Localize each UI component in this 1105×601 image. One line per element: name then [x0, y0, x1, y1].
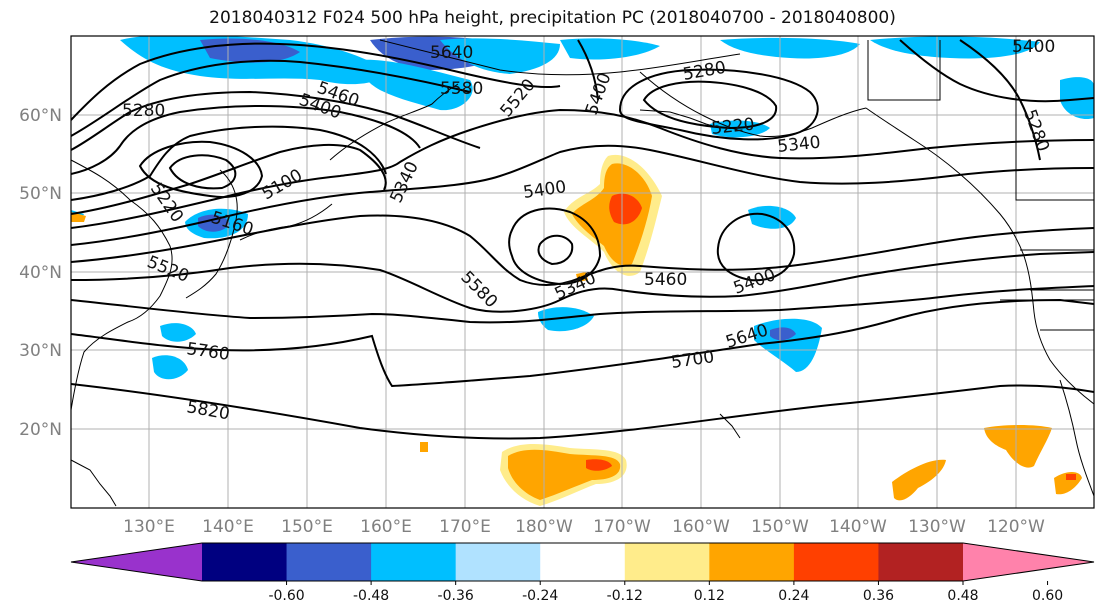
colorbar-tick-label: -0.48 — [353, 588, 389, 601]
colorbar-tick-label: 0.60 — [1032, 588, 1063, 601]
contour-label: 5340 — [776, 133, 821, 157]
lat-label: 20°N — [19, 420, 62, 440]
lat-label: 60°N — [19, 106, 62, 126]
colorbar-extend-high — [963, 543, 1094, 581]
height-contours — [71, 39, 1094, 440]
colorbar-swatch — [878, 543, 964, 581]
colorbar-swatch — [286, 543, 372, 581]
positive-precip-shading — [71, 154, 1082, 506]
lon-label: 140°W — [829, 517, 887, 537]
contour-label: 5400 — [1012, 37, 1055, 57]
colorbar-tick-label: -0.12 — [607, 588, 643, 601]
colorbar-tick-label: 0.24 — [778, 588, 809, 601]
colorbar-tick-label: 0.48 — [947, 588, 978, 601]
lon-label: 130°W — [908, 517, 966, 537]
lon-label: 120°W — [987, 517, 1045, 537]
lon-label: 130°E — [123, 517, 175, 537]
colorbar-swatch — [455, 543, 541, 581]
map-frame — [70, 35, 1095, 509]
longitude-labels: 130°E 140°E 150°E 160°E 170°E 180°W 170°… — [123, 517, 1045, 537]
colorbar-outline — [70, 542, 1095, 582]
lon-label: 180°W — [515, 517, 573, 537]
map-plot-area: 5640 5580 5520 5400 5460 5400 5280 5280 … — [71, 36, 1094, 508]
colorbar-swatch — [202, 543, 288, 581]
lat-label: 50°N — [19, 184, 62, 204]
map-title: 2018040312 F024 500 hPa height, precipit… — [209, 8, 896, 28]
contour-label: 5220 — [710, 115, 755, 139]
colorbar-swatch — [371, 543, 457, 581]
lon-label: 150°W — [751, 517, 809, 537]
colorbar-swatch — [793, 543, 879, 581]
colorbar-tick-label: -0.60 — [268, 588, 304, 601]
latitude-labels: 60°N 50°N 40°N 30°N 20°N — [19, 106, 62, 440]
contour-label: 5640 — [430, 43, 473, 63]
colorbar-swatch — [709, 543, 795, 581]
lon-label: 160°W — [672, 517, 730, 537]
lon-label: 170°E — [439, 517, 491, 537]
contour-label: 5460 — [644, 270, 687, 290]
contour-label: 5580 — [440, 79, 483, 99]
colorbar-extend-low — [71, 543, 202, 581]
colorbar-swatch — [540, 543, 626, 581]
colorbar: -0.60 -0.48 -0.36 -0.24 -0.12 0.12 0.24 0.36 0.4… — [70, 542, 1095, 601]
colorbar-tick-label: 0.36 — [863, 588, 894, 601]
colorbar-tick-label: -0.24 — [522, 588, 558, 601]
colorbar-tick-label: 0.12 — [694, 588, 725, 601]
lon-label: 140°E — [202, 517, 254, 537]
lon-label: 160°E — [360, 517, 412, 537]
colorbar-swatch — [624, 543, 710, 581]
lon-label: 150°E — [281, 517, 333, 537]
contour-label: 5280 — [122, 101, 165, 121]
lat-label: 40°N — [19, 263, 62, 283]
lat-label: 30°N — [19, 341, 62, 361]
colorbar-tick-label: -0.36 — [438, 588, 474, 601]
lon-label: 170°W — [593, 517, 651, 537]
